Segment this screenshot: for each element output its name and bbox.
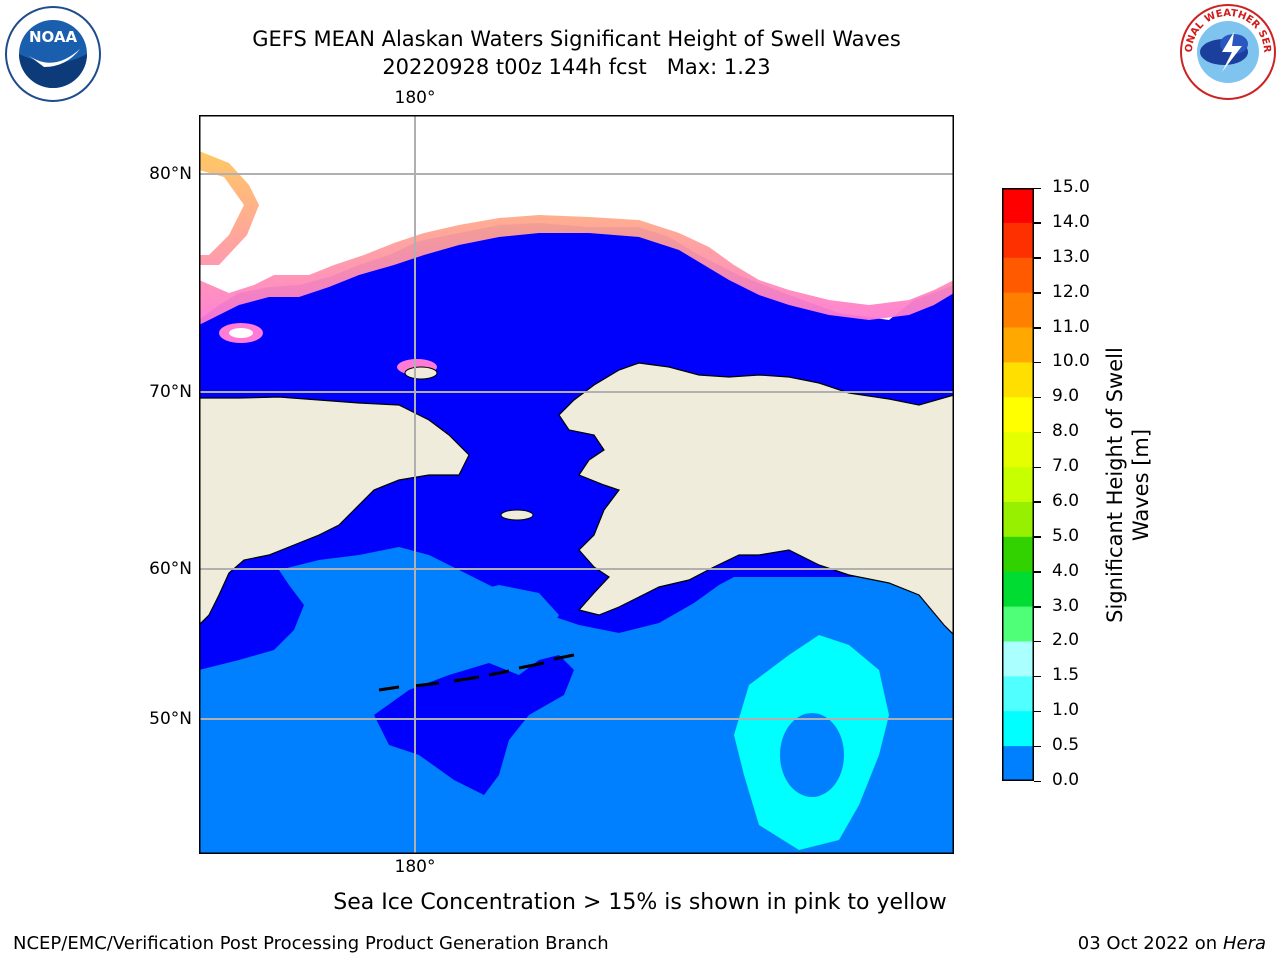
colorbar-segment [1002,292,1034,329]
colorbar-tick-mark [1034,501,1041,503]
colorbar-tick-mark [1034,361,1041,364]
colorbar-segment [1002,711,1034,747]
colorbar-tick-label: 15.0 [1052,177,1090,197]
colorbar-tick-mark [1034,466,1041,469]
map-frame [199,115,954,854]
colorbar-segment [1002,327,1034,363]
colorbar-tick-mark [1034,187,1041,189]
colorbar-tick-mark [1034,431,1041,434]
colorbar [1002,188,1034,781]
chart-title: GEFS MEAN Alaskan Waters Significant Hei… [252,27,901,51]
colorbar-segment [1002,606,1034,642]
colorbar-segment [1002,746,1034,781]
lon-label-bottom: 180° [394,857,436,877]
colorbar-tick-mark [1034,640,1041,643]
colorbar-tick-label: 1.5 [1052,665,1080,686]
footer-date: 03 Oct 2022 on Hera [1078,933,1266,954]
colorbar-tick-mark [1034,327,1041,329]
colorbar-tick-label: 7.0 [1052,456,1080,477]
colorbar-segment [1002,536,1034,573]
colorbar-segment [1002,641,1034,677]
colorbar-tick-label: 5.0 [1052,525,1080,546]
footer-host: Hera [1222,933,1266,954]
colorbar-tick-mark [1034,780,1041,782]
footer-branch: NCEP/EMC/Verification Post Processing Pr… [13,933,609,954]
colorbar-segment [1002,362,1034,398]
colorbar-tick-label: 6.0 [1052,490,1080,511]
lat-label-60n: 60°N [149,559,192,579]
colorbar-tick-mark [1034,606,1041,608]
wrangel-island [404,366,438,380]
st-lawrence-island [500,509,534,521]
colorbar-tick-label: 4.0 [1052,560,1080,581]
colorbar-tick-label: 14.0 [1052,211,1090,232]
colorbar-segment [1002,676,1034,712]
colorbar-tick-label: 0.0 [1052,770,1080,790]
colorbar-tick-mark [1034,257,1041,259]
colorbar-tick-label: 13.0 [1052,246,1090,267]
sea-ice-edge-band [199,151,954,325]
colorbar-segment [1002,571,1034,608]
colorbar-segment [1002,257,1034,294]
lon-label-top: 180° [394,88,436,108]
colorbar-segment [1002,188,1034,224]
colorbar-tick-label: 11.0 [1052,316,1090,337]
colorbar-tick-mark [1034,292,1041,294]
footer-date-text: 03 Oct 2022 on [1077,933,1223,954]
colorbar-segment [1002,432,1034,468]
colorbar-tick-label: 2.0 [1052,630,1080,651]
alaska-landmass [558,362,954,636]
colorbar-tick-mark [1034,675,1041,678]
colorbar-tick-mark [1034,745,1041,748]
colorbar-frame [1002,188,1034,781]
lat-label-80n: 80°N [149,164,192,184]
noaa-logo-text: NOAA [29,28,78,46]
swell-height-map [199,115,954,854]
colorbar-label: Significant Height of Swell Waves [m] [1103,347,1153,623]
colorbar-tick-label: 3.0 [1052,595,1080,616]
colorbar-tick-label: 0.5 [1052,735,1080,756]
colorbar-tick-mark [1034,536,1041,538]
colorbar-tick-label: 8.0 [1052,421,1080,442]
colorbar-segment [1002,501,1034,538]
lat-label-50n: 50°N [149,709,192,729]
lat-label-70n: 70°N [149,382,192,402]
colorbar-tick-mark [1034,222,1041,224]
colorbar-segment [1002,397,1034,433]
colorbar-tick-label: 10.0 [1052,351,1090,372]
sea-ice-caption: Sea Ice Concentration > 15% is shown in … [333,890,947,915]
siberia-landmass [199,396,470,626]
colorbar-tick-mark [1034,396,1041,399]
pack-ice-patch [199,170,244,255]
chart-subtitle: 20220928 t00z 144h fcst Max: 1.23 [382,55,771,79]
colorbar-tick-label: 12.0 [1052,281,1090,302]
colorbar-tick-mark [1034,571,1041,573]
colorbar-tick-label: 1.0 [1052,700,1080,721]
colorbar-segment [1002,467,1034,503]
colorbar-tick-label: 9.0 [1052,386,1080,407]
colorbar-segment [1002,222,1034,259]
noaa-logo: NOAA [5,6,101,102]
nws-logo: NATIONAL WEATHER SERVICE [1178,2,1276,100]
aleutian-islands [378,653,575,692]
colorbar-tick-mark [1034,710,1041,713]
